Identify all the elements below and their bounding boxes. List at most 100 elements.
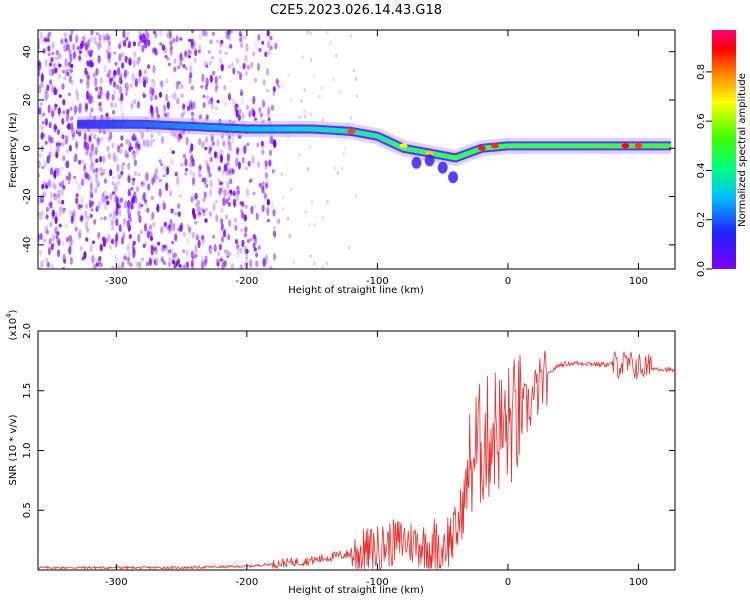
spectrogram-noise-speckle [47, 157, 52, 163]
spectrogram-noise-speckle [198, 165, 202, 171]
spectrogram-noise-speckle [277, 218, 281, 224]
spectrogram-noise-speckle [66, 45, 70, 50]
spectrogram-noise-speckle [90, 143, 95, 152]
spectrogram-noise-speckle [126, 31, 130, 37]
spectrogram-noise-speckle [135, 148, 139, 156]
spectrogram-noise-speckle [151, 212, 155, 219]
snr-xtick-label: -200 [236, 577, 259, 588]
spectrogram-noise-speckle [142, 75, 146, 82]
spectrogram-noise-speckle [119, 41, 123, 45]
spectrogram-noise-speckle [194, 254, 198, 258]
spectrogram-noise-speckle [90, 208, 94, 212]
spectrogram-noise-speckle [106, 200, 110, 206]
snr-ytick-label: 0.5 [22, 502, 33, 518]
spectrogram-noise-speckle [71, 100, 75, 108]
spectrogram-noise-speckle [254, 117, 258, 121]
spectrogram-noise-speckle [80, 215, 84, 222]
spectrogram-noise-speckle [41, 183, 45, 190]
spectrogram-noise-speckle [78, 50, 82, 54]
spectrogram-noise-speckle [160, 227, 164, 233]
spectrogram-noise-speckle [120, 163, 125, 172]
spectrogram-noise-speckle [150, 133, 154, 139]
spectrogram-noise-speckle [127, 257, 131, 266]
spectrogram-noise-speckle [90, 61, 94, 68]
spectrogram-noise-speckle [205, 114, 209, 120]
spectrogram-noise-speckle [105, 195, 109, 200]
spectrogram-noise-speckle [111, 181, 115, 186]
spectrogram-noise-speckle [69, 69, 73, 73]
spectrogram-noise-speckle [236, 185, 240, 193]
spectrogram-noise-speckle [53, 170, 57, 179]
spectrogram-noise-speckle [38, 142, 41, 147]
spectrogram-noise-speckle [58, 63, 62, 68]
spectrogram-noise-speckle [128, 233, 132, 240]
spectrogram-noise-speckle [273, 253, 277, 261]
spectrogram-noise-speckle [145, 32, 149, 38]
spectrogram-sparse-speckle [289, 97, 292, 102]
spectrogram-noise-speckle [222, 197, 226, 207]
spectrogram-noise-speckle [44, 159, 48, 168]
spectrogram-noise-speckle [186, 105, 190, 112]
spectrogram-noise-speckle [90, 149, 94, 157]
spectrogram-noise-speckle [62, 138, 66, 143]
spectrogram-noise-speckle [198, 114, 202, 120]
spectrogram-noise-speckle [106, 145, 110, 152]
spectrogram-noise-speckle [220, 186, 224, 193]
colorbar-tick-label: 0.0 [696, 261, 707, 277]
spectrogram-sparse-speckle [286, 216, 290, 221]
spectrogram-noise-speckle [256, 142, 260, 148]
spectrogram-sparse-speckle [306, 30, 310, 35]
spectrogram-noise-speckle [261, 99, 266, 108]
spectrogram-noise-speckle [261, 40, 265, 45]
spectrogram-noise-speckle [176, 176, 180, 186]
spectrogram-noise-speckle [158, 159, 162, 164]
spectrogram-noise-speckle [242, 62, 246, 70]
spectrogram-noise-speckle [180, 93, 184, 98]
spectrogram-noise-speckle [217, 178, 221, 183]
spectrogram-noise-speckle [198, 33, 202, 40]
spectrogram-noise-speckle [236, 249, 240, 259]
spectrogram-noise-speckle [127, 243, 131, 249]
spectrogram-noise-speckle [125, 70, 129, 77]
spectrogram-noise-speckle [203, 59, 207, 67]
spectrogram-noise-speckle [107, 233, 111, 242]
spectrogram-noise-speckle [69, 106, 73, 112]
spectrogram-noise-speckle [137, 41, 141, 47]
spectrogram-noise-speckle [202, 94, 206, 99]
spectrogram-sparse-speckle [341, 166, 344, 171]
spectrogram-noise-speckle [93, 36, 97, 45]
spectrogram-noise-speckle [80, 197, 84, 203]
spectrogram-noise-speckle [45, 257, 49, 263]
spectrogram-noise-speckle [126, 220, 130, 227]
spectrogram-noise-speckle [204, 158, 208, 165]
spectrogram-noise-speckle [127, 175, 131, 183]
spectrogram-noise-speckle [195, 234, 199, 239]
spectrogram-noise-speckle [65, 236, 69, 243]
spectrogram-noise-speckle [159, 162, 164, 167]
spectrogram-ytick-label: -20 [22, 188, 33, 204]
spectrogram-noise-speckle [204, 146, 208, 151]
spectrogram-sparse-speckle [321, 117, 325, 122]
spectrogram-noise-speckle [47, 104, 51, 114]
figure-title: C2E5.2023.026.14.43.G18 [270, 3, 442, 18]
spectrogram-noise-speckle [51, 109, 55, 118]
spectrogram-noise-speckle [38, 69, 41, 75]
spectrogram-lobe [437, 161, 448, 174]
spectrogram-noise-speckle [205, 183, 209, 188]
spectrogram-noise-speckle [194, 220, 198, 225]
spectrogram-noise-speckle [224, 51, 228, 55]
spectrogram-noise-speckle [200, 85, 204, 89]
spectrogram-noise-speckle [266, 30, 270, 37]
spectrogram-noise-speckle [185, 136, 189, 146]
spectrogram-noise-speckle [103, 64, 107, 73]
spectrogram-noise-speckle [221, 168, 225, 178]
spectrogram-noise-speckle [127, 139, 131, 146]
spectrogram-noise-speckle [173, 232, 177, 241]
spectrogram-noise-speckle [167, 262, 171, 268]
spectrogram-noise-speckle [93, 219, 97, 225]
spectrogram-noise-speckle [125, 153, 129, 159]
spectrogram-noise-speckle [142, 243, 146, 249]
spectrogram-noise-speckle [140, 131, 145, 140]
spectrogram-noise-speckle [102, 34, 106, 44]
spectrogram-noise-speckle [45, 92, 49, 100]
